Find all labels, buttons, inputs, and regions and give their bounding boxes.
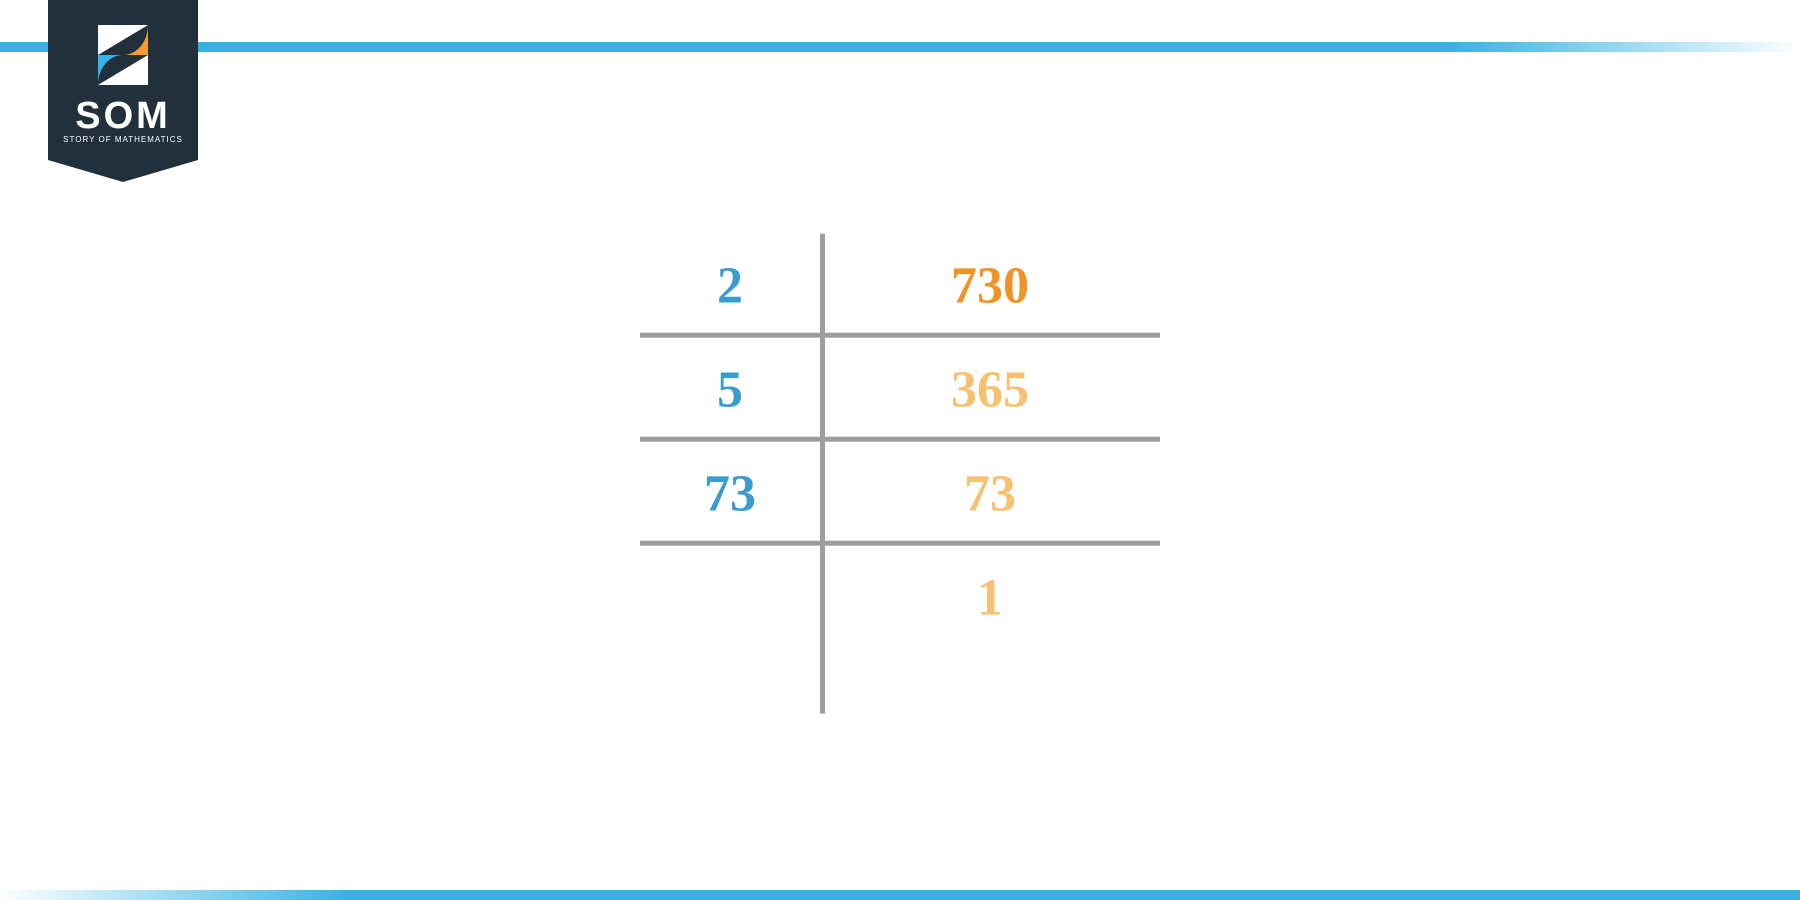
divisor-cell: 2 — [640, 256, 820, 315]
quotient-cell: 365 — [820, 360, 1160, 419]
bottom-accent-bar-left — [0, 890, 350, 900]
logo-svg: SOM STORY OF MATHEMATICS — [48, 0, 198, 185]
top-accent-bar-right — [1450, 42, 1800, 52]
factor-row: 5 365 — [640, 338, 1160, 442]
logo-badge: SOM STORY OF MATHEMATICS — [48, 0, 198, 175]
top-accent-bar — [0, 42, 1800, 52]
prime-factorization-table: 2 730 5 365 73 73 1 — [640, 234, 1160, 650]
bottom-accent-bar — [0, 890, 1800, 900]
divisor-cell: 73 — [640, 464, 820, 523]
factor-row: 73 73 — [640, 442, 1160, 546]
quotient-cell: 73 — [820, 464, 1160, 523]
bottom-accent-bar-right — [350, 890, 1800, 900]
top-accent-bar-left — [0, 42, 1450, 52]
factor-row: 2 730 — [640, 234, 1160, 338]
divisor-cell: 5 — [640, 360, 820, 419]
factor-row: 1 — [640, 546, 1160, 650]
quotient-cell: 730 — [820, 256, 1160, 315]
logo-main-text: SOM — [75, 95, 171, 137]
logo-sub-text: STORY OF MATHEMATICS — [63, 135, 183, 144]
quotient-cell: 1 — [820, 568, 1160, 627]
